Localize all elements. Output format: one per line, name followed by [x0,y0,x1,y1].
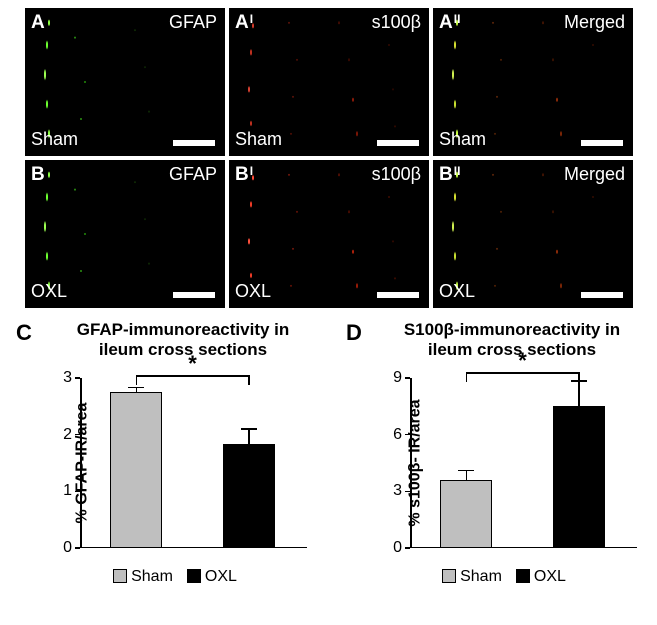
treatment-label: OXL [31,281,67,302]
sig-bracket [136,375,138,385]
panel-label: A [31,12,45,34]
treatment-label: Sham [31,129,78,150]
micrograph-b: B GFAP OXL [25,160,225,308]
panel-label: AI [235,12,253,34]
tick-label: 1 [63,482,72,500]
error-cap [241,428,257,430]
legend-label-oxl: OXL [205,568,237,585]
sig-bracket [466,372,468,382]
legend-label-sham: Sham [460,568,502,585]
error-bar [466,471,468,480]
bar-sham [110,392,162,548]
micrograph-a: A GFAP Sham [25,8,225,156]
treatment-label: OXL [235,281,271,302]
treatment-label: Sham [439,129,486,150]
bar-oxl [553,406,605,548]
tick-label: 0 [63,539,72,557]
figure: A GFAP Sham AI s100β Sham AII Merged Sham B GFAP OX… [0,0,657,625]
tick-y [405,547,410,549]
sig-bracket [578,372,580,382]
channel-label: s100β [372,164,421,185]
legend-swatch-sham [442,569,456,583]
bar-sham [440,480,492,548]
scale-bar [581,292,623,298]
scale-bar [173,140,215,146]
error-bar [578,381,580,407]
chart-c-legend: Sham OXL [8,568,328,586]
treatment-label: Sham [235,129,282,150]
legend-swatch-oxl [187,569,201,583]
tick-y [405,434,410,436]
micrograph-aii: AII Merged Sham [433,8,633,156]
tick-y [75,377,80,379]
legend-swatch-oxl [516,569,530,583]
tick-y [75,491,80,493]
bar-oxl [223,444,275,548]
micrograph-ai: AI s100β Sham [229,8,429,156]
tick-y [405,491,410,493]
chart-d-plot: % s100β- IR/area 0369* [410,378,635,548]
chart-c-title-l2: ileum cross sections [99,340,267,359]
chart-d-title-l1: S100β-immunoreactivity in [404,320,620,339]
channel-label: GFAP [169,164,217,185]
channel-label: Merged [564,12,625,33]
chart-d-title-l2: ileum cross sections [428,340,596,359]
sig-star: * [188,351,197,377]
tick-label: 3 [393,482,402,500]
tick-label: 3 [63,369,72,387]
channel-label: Merged [564,164,625,185]
tick-label: 6 [393,426,402,444]
treatment-label: OXL [439,281,475,302]
legend-label-oxl: OXL [534,568,566,585]
chart-c-letter: C [16,320,32,346]
chart-d-letter: D [346,320,362,346]
tick-label: 0 [393,539,402,557]
error-cap [128,387,144,389]
error-cap [458,470,474,472]
tick-y [75,434,80,436]
scale-bar [377,140,419,146]
panel-label: BII [439,164,460,186]
chart-c-ylabel: % GFAP-IR/area [73,403,91,524]
chart-d-ylabel: % s100β- IR/area [407,399,425,526]
error-bar [248,429,250,444]
scale-bar [581,140,623,146]
panel-label: B [31,164,45,186]
legend-label-sham: Sham [131,568,173,585]
tick-y [75,547,80,549]
channel-label: GFAP [169,12,217,33]
chart-c-title: GFAP-immunoreactivity in ileum cross sec… [48,320,318,359]
charts-row: C GFAP-immunoreactivity in ileum cross s… [0,320,657,620]
chart-d-legend: Sham OXL [338,568,656,586]
scale-bar [173,292,215,298]
chart-c-plot: % GFAP-IR/area 0123* [80,378,305,548]
chart-d-title: S100β-immunoreactivity in ileum cross se… [378,320,646,359]
tick-label: 9 [393,369,402,387]
micrograph-bii: BII Merged OXL [433,160,633,308]
sig-star: * [518,348,527,374]
micrograph-bi: BI s100β OXL [229,160,429,308]
panel-label: BI [235,164,253,186]
tick-label: 2 [63,426,72,444]
scale-bar [377,292,419,298]
tick-y [405,377,410,379]
legend-swatch-sham [113,569,127,583]
chart-c-title-l1: GFAP-immunoreactivity in [77,320,290,339]
sig-bracket [248,375,250,385]
channel-label: s100β [372,12,421,33]
micrograph-grid: A GFAP Sham AI s100β Sham AII Merged Sham B GFAP OX… [25,8,635,308]
panel-label: AII [439,12,460,34]
